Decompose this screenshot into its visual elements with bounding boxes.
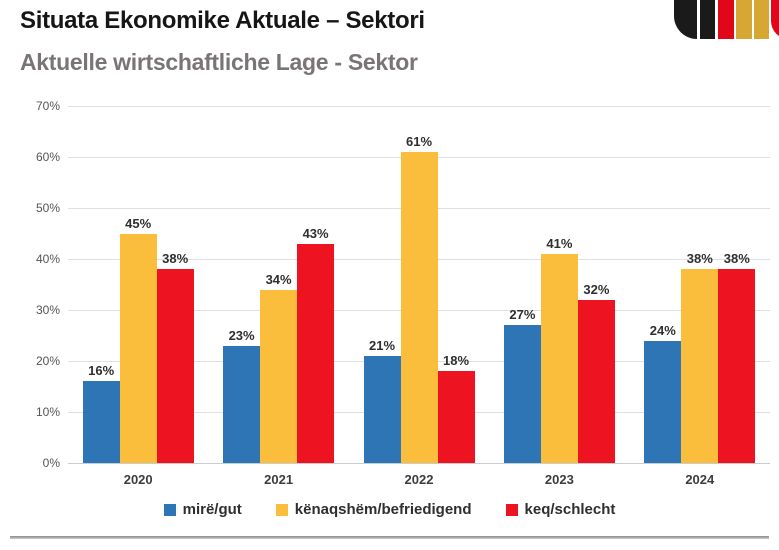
x-axis: 2020 2021 2022 2023 2024 xyxy=(68,472,770,492)
bar-group-2022: 21% 61% 18% xyxy=(363,134,475,463)
bar: 27% xyxy=(503,307,541,463)
y-tick-label: 30% xyxy=(35,303,60,317)
bar-value-label: 16% xyxy=(88,363,115,379)
logo-bar-red xyxy=(718,0,734,39)
bar-value-label: 43% xyxy=(302,225,329,241)
y-tick-label: 20% xyxy=(35,354,60,368)
bar: 18% xyxy=(437,353,475,463)
legend-item: mirë/gut xyxy=(163,501,242,518)
legend-swatch-icon xyxy=(163,503,176,516)
bar: 43% xyxy=(297,226,335,463)
legend-item: keq/schlecht xyxy=(505,501,616,518)
brand-logo xyxy=(671,0,779,40)
page-title: Situata Ekonomike Aktuale – Sektori xyxy=(20,7,425,34)
bar-group-2024: 24% 38% 38% xyxy=(644,251,756,463)
bar-value-label: 61% xyxy=(405,133,433,149)
legend-item: kënaqshëm/befriedigend xyxy=(275,501,472,518)
gridline xyxy=(68,463,770,464)
legend-label: keq/schlecht xyxy=(524,501,616,518)
bar: 45% xyxy=(119,216,157,463)
y-tick-label: 60% xyxy=(35,150,60,164)
y-tick-label: 50% xyxy=(35,201,60,215)
bar: 24% xyxy=(644,323,682,463)
legend-label: mirë/gut xyxy=(182,501,242,518)
bar: 21% xyxy=(363,338,401,463)
bar: 32% xyxy=(577,282,615,463)
y-tick-label: 70% xyxy=(35,99,60,113)
legend-swatch-icon xyxy=(505,503,518,516)
gridline xyxy=(68,106,770,107)
logo-bar-red-round xyxy=(771,0,779,39)
x-tick-label: 2021 xyxy=(264,472,294,487)
bar: 41% xyxy=(540,236,578,463)
bar: 16% xyxy=(82,363,120,463)
footer-divider xyxy=(10,536,769,539)
bar-value-label: 24% xyxy=(649,322,676,338)
bar-value-label: 45% xyxy=(125,215,152,231)
bar-group-2020: 16% 45% 38% xyxy=(82,216,194,463)
bar-value-label: 23% xyxy=(228,327,255,343)
bar: 38% xyxy=(156,251,194,463)
logo-bar-black-round xyxy=(674,0,697,39)
bar-value-label: 38% xyxy=(162,251,189,267)
y-axis: 0% 10% 20% 30% 40% 50% 60% 70% xyxy=(8,99,60,470)
x-tick-label: 2022 xyxy=(404,472,434,487)
page-subtitle: Aktuelle wirtschaftliche Lage - Sektor xyxy=(20,49,418,75)
y-tick-label: 40% xyxy=(35,252,60,266)
bar-value-label: 32% xyxy=(583,281,610,297)
bar: 23% xyxy=(223,328,261,463)
y-tick-label: 10% xyxy=(35,405,60,419)
bar: 61% xyxy=(400,134,438,463)
bar-value-label: 21% xyxy=(368,337,396,353)
plot-area: 16% 45% 38% 23% 34% 43% 21% 61% 18% 27% 41% 32% 24% 3… xyxy=(68,106,770,464)
bar: 34% xyxy=(260,272,298,463)
logo-bar-gold-2 xyxy=(754,0,769,39)
bar-value-label: 27% xyxy=(509,307,536,323)
legend-swatch-icon xyxy=(275,503,288,516)
bar-value-label: 38% xyxy=(686,251,713,267)
bar-value-label: 38% xyxy=(723,251,750,267)
legend-label: kënaqshëm/befriedigend xyxy=(294,501,472,518)
x-tick-label: 2023 xyxy=(544,472,574,487)
bar: 38% xyxy=(718,251,756,463)
bar-group-2023: 27% 41% 32% xyxy=(503,236,615,463)
bar: 38% xyxy=(681,251,719,463)
y-tick-label: 0% xyxy=(42,456,60,470)
bar-value-label: 18% xyxy=(442,353,470,369)
x-tick-label: 2020 xyxy=(123,472,153,487)
x-tick-label: 2024 xyxy=(685,472,715,487)
logo-bar-gold xyxy=(736,0,752,39)
chart-legend: mirë/gut kënaqshëm/befriedigend keq/schlec… xyxy=(0,501,779,518)
logo-bar-black xyxy=(700,0,715,39)
bar-group-2021: 23% 34% 43% xyxy=(223,226,335,463)
bar-chart: 0% 10% 20% 30% 40% 50% 60% 70% 16% 45% 38% 23% 34% 4… xyxy=(0,95,779,495)
bar-value-label: 41% xyxy=(546,235,573,251)
bar-value-label: 34% xyxy=(265,271,292,287)
